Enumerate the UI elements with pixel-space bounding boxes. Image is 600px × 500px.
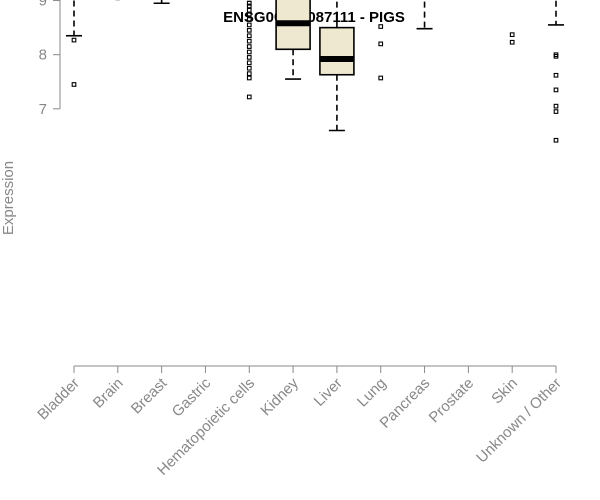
y-tick-label: 8 [39, 47, 47, 64]
box-group [416, 0, 433, 30]
outlier-point [246, 94, 252, 100]
outlier-point [509, 39, 515, 45]
outlier-point [378, 41, 384, 47]
outlier-point [553, 72, 559, 78]
box-group [66, 0, 82, 87]
outlier-point [378, 75, 384, 81]
x-tick-label: Kidney [257, 374, 302, 419]
outlier-point [246, 71, 252, 77]
y-axis-title: Expression [0, 161, 17, 235]
outlier-point [246, 22, 252, 28]
outlier-point [378, 24, 384, 29]
outlier-point [553, 53, 559, 59]
outlier-point [553, 103, 559, 109]
outlier-point [553, 109, 559, 114]
outlier-point [553, 137, 559, 143]
outlier-point [553, 87, 559, 93]
outlier-point [509, 32, 515, 38]
outlier-point [246, 65, 252, 71]
x-tick-label: Brain [90, 375, 127, 412]
outlier-point [246, 11, 252, 17]
box-group [378, 24, 384, 81]
outlier-point [246, 0, 252, 6]
box-group [548, 0, 564, 143]
outlier-point [246, 49, 252, 55]
box [319, 26, 355, 76]
outlier-point [246, 44, 252, 49]
outlier-point [246, 55, 252, 60]
box-group [153, 0, 170, 5]
x-tick-label: Lung [354, 375, 390, 411]
x-tick-label: Skin [488, 375, 521, 408]
outlier-point [71, 82, 77, 87]
x-tick-label: Liver [311, 375, 346, 410]
y-tick-label: 7 [39, 101, 47, 118]
box-group [246, 0, 252, 100]
y-axis: 789101112 [39, 0, 61, 118]
outlier-point [246, 33, 252, 39]
outlier-point [246, 38, 252, 44]
x-tick-label: Prostate [426, 375, 478, 427]
box-group [319, 0, 355, 132]
box-series [66, 0, 564, 143]
box-group [275, 0, 311, 80]
outlier-point [246, 27, 252, 33]
chart-title: ENSG00000087111 - PIGS [223, 9, 405, 26]
x-tick-label: Bladder [34, 375, 83, 424]
box-group [509, 32, 515, 45]
x-tick-label: Breast [128, 374, 171, 417]
y-tick-label: 9 [39, 0, 47, 10]
outlier-point [246, 3, 252, 9]
outlier-point [71, 37, 77, 43]
outlier-point [246, 75, 252, 81]
outlier-point [246, 17, 252, 22]
outlier-point [246, 60, 252, 66]
